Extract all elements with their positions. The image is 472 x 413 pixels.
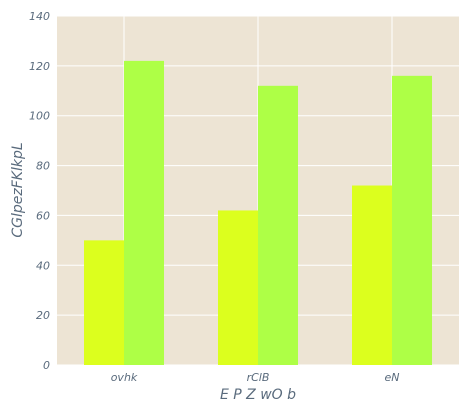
y-tick-label: 80 bbox=[36, 160, 50, 173]
x-tick-label: eN bbox=[385, 371, 400, 384]
y-tick-label: 100 bbox=[29, 110, 50, 123]
bar-series-1-rClB bbox=[218, 210, 258, 365]
x-tick-labels: ovhk rClB eN bbox=[111, 371, 400, 384]
y-tick-labels: 0 20 40 60 80 100 120 140 bbox=[29, 10, 50, 372]
x-tick-label: rClB bbox=[247, 371, 270, 384]
bar-series-2-eN bbox=[392, 75, 432, 365]
y-tick-label: 120 bbox=[29, 60, 50, 73]
y-tick-label: 0 bbox=[43, 359, 50, 372]
y-tick-label: 140 bbox=[29, 10, 50, 23]
bar-series-2-ovhk bbox=[124, 60, 164, 365]
y-axis-label: CGlpezFKlkpL bbox=[10, 142, 26, 237]
bar-series-1-ovhk bbox=[84, 240, 124, 365]
bar-series-1-eN bbox=[352, 185, 392, 365]
x-axis-label: E P Z wO b bbox=[220, 387, 296, 403]
bars bbox=[84, 60, 432, 366]
x-tick-label: ovhk bbox=[111, 371, 138, 384]
y-tick-label: 40 bbox=[36, 259, 50, 272]
y-tick-label: 60 bbox=[36, 209, 50, 222]
y-tick-label: 20 bbox=[36, 309, 50, 322]
bar-series-2-rClB bbox=[258, 85, 298, 366]
